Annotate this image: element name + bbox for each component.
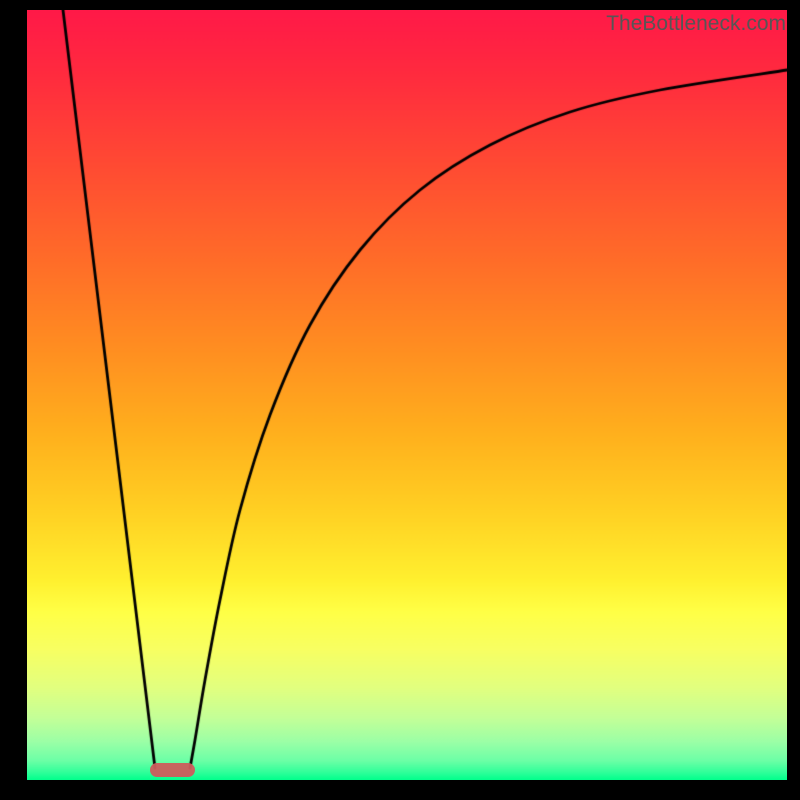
watermark: TheBottleneck.com bbox=[606, 12, 786, 36]
plot-area bbox=[27, 10, 787, 780]
curve-layer bbox=[27, 10, 787, 780]
optimum-marker bbox=[150, 763, 195, 777]
